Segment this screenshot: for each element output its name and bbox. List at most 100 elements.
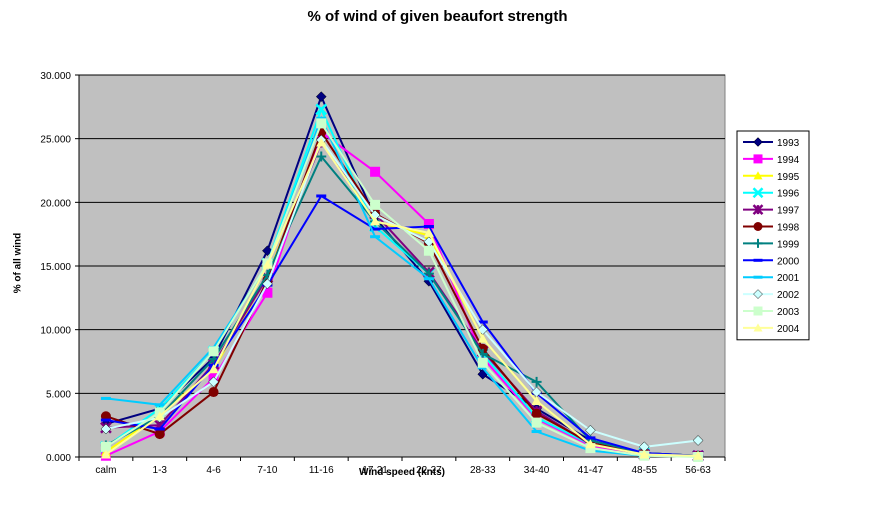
x-tick-label: 1-3 xyxy=(153,465,168,476)
data-point xyxy=(423,227,434,237)
data-point xyxy=(639,449,650,459)
legend-marker xyxy=(753,171,763,180)
legend-marker xyxy=(753,222,763,231)
legend-marker xyxy=(753,275,763,279)
data-point xyxy=(423,277,434,281)
legend-label: 1998 xyxy=(777,223,800,234)
data-point xyxy=(370,199,381,210)
data-point xyxy=(100,449,111,459)
data-point xyxy=(370,166,381,177)
data-point xyxy=(208,346,219,357)
legend-label: 1999 xyxy=(777,239,800,250)
legend-item: 1993 xyxy=(743,137,800,149)
data-point xyxy=(423,245,434,256)
data-point xyxy=(477,333,488,343)
data-point xyxy=(262,259,273,269)
y-tick-label: 10.000 xyxy=(40,326,71,337)
x-tick-label: 7-10 xyxy=(257,465,277,476)
data-point xyxy=(370,235,381,239)
data-point xyxy=(154,403,165,407)
legend-item: 2003 xyxy=(743,306,800,318)
x-tick-label: 56-63 xyxy=(685,465,711,476)
x-tick-label: 41-47 xyxy=(578,465,604,476)
data-point xyxy=(208,387,219,398)
legend-label: 1994 xyxy=(777,155,800,166)
y-tick-label: 5.000 xyxy=(46,389,71,400)
legend-label: 2004 xyxy=(777,324,800,335)
data-point xyxy=(531,395,542,405)
data-point xyxy=(531,376,542,387)
legend-marker xyxy=(753,323,763,332)
x-tick-label: calm xyxy=(95,465,116,476)
data-point xyxy=(692,435,704,446)
legend-label: 1996 xyxy=(777,189,800,200)
data-point xyxy=(585,439,596,449)
data-point xyxy=(316,118,327,129)
legend-item: 1999 xyxy=(743,238,800,250)
data-point xyxy=(100,423,112,435)
x-tick-label: 34-40 xyxy=(524,465,550,476)
data-point xyxy=(262,278,273,290)
chart-title: % of wind of given beaufort strength xyxy=(307,8,568,25)
data-point xyxy=(585,424,596,436)
data-point xyxy=(315,103,328,116)
series-line xyxy=(105,154,699,457)
legend-box xyxy=(736,130,810,341)
legend-item: 1994 xyxy=(743,154,800,166)
legend-marker xyxy=(753,258,763,262)
data-point xyxy=(154,429,165,440)
legend-marker xyxy=(753,306,763,316)
data-point xyxy=(531,408,542,419)
series-line xyxy=(105,115,699,457)
legend-item: 1997 xyxy=(743,204,800,217)
x-tick-label: 28-33 xyxy=(470,465,496,476)
data-point xyxy=(154,427,165,431)
data-point xyxy=(370,227,381,231)
legend-item: 1995 xyxy=(743,171,800,183)
data-point xyxy=(477,357,488,368)
legend-label: 1995 xyxy=(777,172,800,183)
legend-marker xyxy=(753,289,763,299)
data-point xyxy=(208,376,219,388)
y-tick-label: 0.000 xyxy=(46,453,71,464)
legend-item: 1996 xyxy=(743,187,800,200)
legend-marker xyxy=(753,154,763,164)
data-point xyxy=(423,268,434,279)
data-point xyxy=(423,225,434,229)
legend-marker xyxy=(753,238,763,248)
legend-label: 2003 xyxy=(777,307,800,318)
data-point xyxy=(477,320,488,324)
x-tick-label: 4-6 xyxy=(206,465,221,476)
data-point xyxy=(477,366,488,370)
data-point xyxy=(316,151,327,162)
legend-item: 2000 xyxy=(743,256,800,267)
data-point xyxy=(423,218,434,229)
data-point xyxy=(315,91,327,103)
y-tick-label: 25.000 xyxy=(40,135,71,146)
series-2004 xyxy=(100,137,704,460)
legend-marker xyxy=(753,137,763,147)
data-point xyxy=(316,116,327,120)
legend-label: 2000 xyxy=(777,256,800,267)
legend-label: 1997 xyxy=(777,206,800,217)
data-point xyxy=(316,137,327,147)
legend-item: 2002 xyxy=(743,289,800,301)
legend-label: 2002 xyxy=(777,290,800,301)
legend-label: 1993 xyxy=(777,138,800,149)
y-tick-label: 20.000 xyxy=(40,198,71,209)
x-tick-label: 48-55 xyxy=(631,465,657,476)
legend-marker xyxy=(752,204,764,215)
legend-item: 2001 xyxy=(743,273,800,284)
legend-item: 2004 xyxy=(743,323,800,335)
legend-label: 2001 xyxy=(777,273,800,284)
legend-marker xyxy=(752,187,764,199)
data-point xyxy=(531,430,542,434)
data-point xyxy=(100,418,111,422)
data-point xyxy=(262,287,273,298)
data-point xyxy=(208,364,219,374)
x-tick-label: 22-27 xyxy=(416,465,442,476)
x-tick-label: 11-16 xyxy=(309,465,334,476)
x-tick-label: 17-21 xyxy=(362,465,388,476)
